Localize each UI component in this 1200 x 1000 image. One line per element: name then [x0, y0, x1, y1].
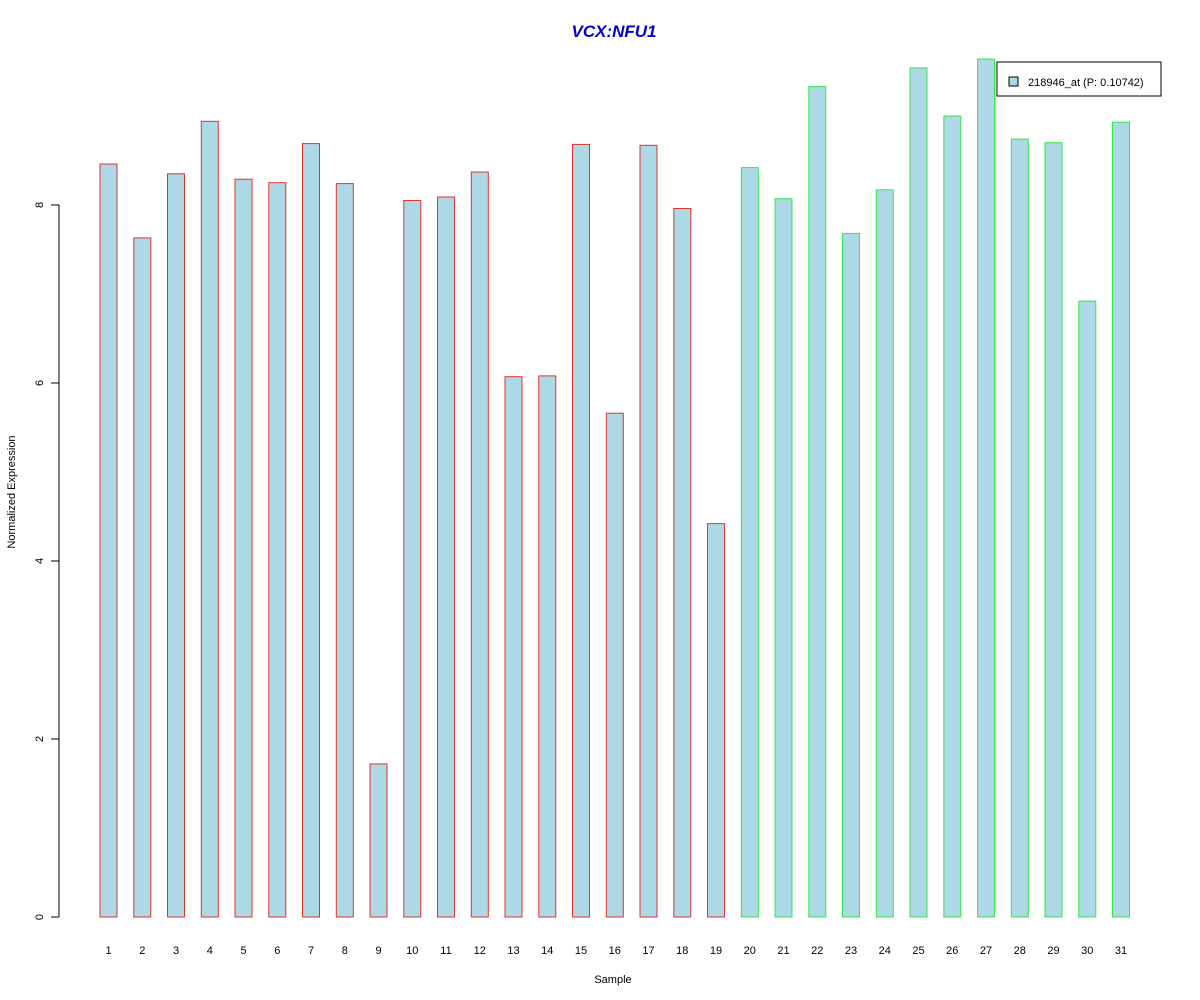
bar-sample-29 [1044, 142, 1063, 918]
x-tick-label: 12 [474, 945, 486, 957]
bar-sample-30 [1078, 300, 1097, 918]
bar-sample-12 [470, 171, 489, 918]
x-tick-label: 30 [1081, 945, 1093, 957]
bar-sample-14 [538, 375, 557, 918]
bar-sample-21 [774, 198, 793, 918]
bar-sample-6 [268, 182, 287, 918]
x-tick-label: 24 [879, 945, 891, 957]
bar-sample-2 [133, 237, 152, 918]
x-tick-label: 1 [105, 945, 111, 957]
bar-sample-11 [437, 196, 455, 918]
x-tick-label: 9 [375, 945, 381, 957]
bar-sample-9 [369, 763, 388, 918]
x-tick-label: 4 [207, 945, 213, 957]
x-tick-label: 8 [342, 945, 348, 957]
legend-label: 218946_at (P: 0.10742) [1028, 77, 1144, 89]
y-tick-label: 4 [34, 558, 46, 564]
x-tick-label: 5 [240, 945, 246, 957]
bar-sample-28 [1010, 138, 1029, 918]
x-tick-label: 22 [811, 945, 823, 957]
y-tick-label: 6 [34, 380, 46, 386]
x-tick-label: 25 [912, 945, 924, 957]
bar-sample-1 [99, 163, 118, 918]
x-tick-label: 7 [308, 945, 314, 957]
x-tick-labels: 1 2 3 4 5 6 7 8 9 10 11 12 13 14 15 16 17 18 19 20 21 22 23 24 2… [105, 945, 1127, 957]
bar-sample-16 [605, 412, 624, 918]
x-tick-label: 17 [642, 945, 654, 957]
bar-sample-19 [707, 523, 725, 918]
x-axis-label: Sample [594, 974, 631, 986]
x-tick-label: 2 [139, 945, 145, 957]
x-tick-label: 13 [507, 945, 519, 957]
x-tick-label: 26 [946, 945, 958, 957]
x-tick-label: 21 [777, 945, 789, 957]
x-tick-label: 31 [1115, 945, 1127, 957]
bar-sample-10 [403, 200, 422, 918]
x-tick-label: 11 [440, 945, 451, 957]
bar-sample-24 [875, 189, 894, 918]
bar-sample-31 [1112, 121, 1130, 918]
legend-box [996, 61, 1162, 97]
x-tick-label: 28 [1014, 945, 1026, 957]
bar-sample-13 [504, 376, 523, 918]
legend-swatch [1008, 76, 1019, 87]
x-tick-label: 14 [541, 945, 553, 957]
bar-sample-15 [572, 143, 590, 918]
x-tick-label: 23 [845, 945, 857, 957]
x-tick-label: 10 [406, 945, 418, 957]
x-tick-label: 6 [274, 945, 280, 957]
bar-sample-5 [234, 178, 253, 918]
bar-sample-7 [302, 143, 320, 918]
y-axis-label: Normalized Expression [6, 435, 18, 548]
y-tick-label: 2 [34, 736, 46, 742]
bar-sample-17 [639, 144, 658, 918]
x-tick-label: 20 [744, 945, 756, 957]
x-tick-label: 3 [173, 945, 179, 957]
legend: 218946_at (P: 0.10742) [996, 61, 1162, 97]
bar-sample-3 [167, 173, 185, 918]
bar-sample-23 [842, 232, 860, 918]
x-tick-label: 15 [575, 945, 587, 957]
bar-sample-4 [200, 120, 219, 918]
x-tick-label: 27 [980, 945, 992, 957]
y-tick-label: 0 [34, 914, 46, 920]
bar-sample-22 [808, 86, 827, 918]
bar-sample-27 [977, 58, 995, 918]
x-tick-label: 29 [1047, 945, 1059, 957]
bar-sample-25 [909, 67, 928, 918]
bars-layer [99, 58, 1130, 918]
bar-sample-18 [673, 208, 692, 918]
bar-sample-8 [335, 183, 354, 918]
chart-title: VCX:NFU1 [571, 22, 656, 41]
x-tick-label: 19 [710, 945, 722, 957]
x-tick-label: 18 [676, 945, 688, 957]
y-axis: 0 2 4 6 8 [34, 202, 60, 920]
bar-sample-20 [740, 167, 759, 918]
x-tick-label: 16 [609, 945, 621, 957]
bar-sample-26 [943, 115, 962, 918]
y-tick-label: 8 [34, 202, 46, 208]
